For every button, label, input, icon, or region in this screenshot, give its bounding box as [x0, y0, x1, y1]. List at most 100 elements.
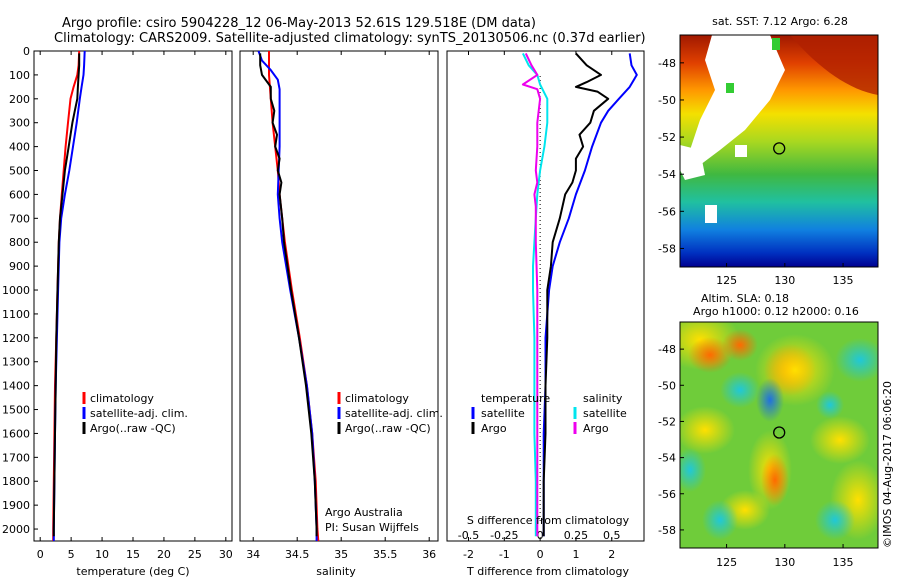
sla-blob [702, 500, 738, 540]
sla-blob [756, 378, 784, 422]
legend-sal-argo-label: Argo [583, 422, 609, 435]
sla-blob [810, 416, 870, 464]
x-tick-label: 34 [246, 548, 260, 561]
s-difference-label: S difference from climatology [467, 514, 630, 527]
map-x-tick-label: 130 [774, 274, 795, 287]
depth-tick-label: 500 [9, 165, 30, 178]
sla-map-title-1: Altim. SLA: 0.18 [701, 292, 789, 305]
depth-tick-label: 0 [23, 45, 30, 58]
temperature-plot-frame [33, 50, 233, 542]
argo-location-marker [773, 142, 786, 155]
depth-tick-label: 200 [9, 93, 30, 106]
map-y-tick-label: -56 [658, 205, 676, 218]
sst-map-axes: 125 130 135 -48 -50 -52 -54 -56 -58 [658, 57, 854, 287]
legend-satellite-label: satellite-adj. clim. [90, 407, 188, 420]
salinity-panel: 34 34.5 35 35.5 36 salinity climatology sate… [239, 50, 443, 578]
legend-satellite-label: satellite-adj. clim. [345, 407, 443, 420]
temperature-x-label: temperature (deg C) [76, 565, 189, 578]
map-y-tick-label: -48 [658, 57, 676, 70]
depth-tick-label: 100 [9, 69, 30, 82]
sla-blob [680, 406, 735, 454]
salinity-series [257, 50, 320, 542]
temperature-panel: 0100200300400500600700800900100011001200… [2, 45, 233, 578]
imos-stamp: ©IMOS 04-Aug-2017 06:06:20 [881, 381, 894, 548]
map-x-tick-label: 125 [716, 274, 737, 287]
sst-missing-patch [705, 205, 717, 223]
sst-missing-patch [735, 145, 747, 157]
map-y-tick-label: -54 [658, 452, 676, 465]
map-x-tick-label: 135 [833, 274, 854, 287]
map-y-tick-label: -58 [658, 242, 676, 255]
sla-blob [688, 337, 732, 373]
argo-location-marker [773, 426, 786, 439]
depth-tick-label: 1600 [2, 427, 30, 440]
map-y-tick-label: -58 [658, 524, 676, 537]
depth-tick-label: 1200 [2, 332, 30, 345]
map-y-tick-label: -50 [658, 379, 676, 392]
difference-panel: -2 -1 0 1 2 -0.5 -0.25 0 0.25 0.5 S difference fr… [446, 50, 645, 578]
map-y-tick-label: -56 [658, 488, 676, 501]
depth-tick-label: 1400 [2, 380, 30, 393]
legend-argo-label: Argo(..raw -QC) [345, 422, 431, 435]
x-tick-label: 25 [188, 548, 202, 561]
legend-sal-satellite-label: satellite [583, 407, 627, 420]
map-y-tick-label: -54 [658, 168, 676, 181]
sst-map-panel: sat. SST: 7.12 Argo: 6.28 125 130 135 -48 -5… [658, 15, 879, 287]
sst-missing-data-2 [680, 145, 705, 180]
depth-tick-label: 1100 [2, 308, 30, 321]
x-tick-label: 0 [537, 548, 544, 561]
salinity-x-axis: 34 34.5 35 35.5 36 [246, 51, 436, 561]
sla-blob [815, 500, 855, 540]
series-line-satellite [52, 50, 86, 541]
sst-field [680, 35, 878, 267]
depth-tick-label: 2000 [2, 523, 30, 536]
x-tick-label: 35 [334, 548, 348, 561]
sla-blob [720, 372, 760, 408]
sst-warm-northeast [790, 35, 878, 95]
map-x-tick-label: 125 [716, 556, 737, 569]
depth-tick-label: 1900 [2, 499, 30, 512]
depth-tick-label: 1700 [2, 451, 30, 464]
map-y-tick-label: -50 [658, 94, 676, 107]
x-tick-label: 0 [37, 548, 44, 561]
x-tick-label: 36 [422, 548, 436, 561]
depth-tick-label: 700 [9, 212, 30, 225]
map-y-tick-label: -52 [658, 131, 676, 144]
depth-tick-label: 400 [9, 141, 30, 154]
difference-series [521, 52, 638, 537]
temperature-x-axis: 0 5 10 15 20 25 30 [37, 51, 233, 561]
sla-blob [761, 454, 789, 506]
series-line-argo [52, 53, 81, 537]
sst-map-frame [679, 34, 879, 268]
s-tick-label: -0.25 [490, 529, 518, 542]
salinity-legend: climatology satellite-adj. clim. Argo(..… [337, 392, 443, 435]
series-line-argo [259, 53, 318, 537]
x-tick-label: -2 [463, 548, 474, 561]
sla-blob [816, 391, 844, 419]
legend-argo-label: Argo(..raw -QC) [90, 422, 176, 435]
series-line-sal_argo [521, 52, 542, 537]
sla-map-axes: 125 130 135 -48 -50 -52 -54 -56 -58 [658, 343, 854, 569]
sst-missing-patch [772, 38, 780, 50]
x-tick-label: 20 [157, 548, 171, 561]
credit-line-2: PI: Susan Wijffels [325, 521, 419, 534]
series-line-satellite [257, 50, 318, 541]
legend-climatology-label: climatology [345, 392, 409, 405]
x-tick-label: 10 [95, 548, 109, 561]
depth-tick-label: 900 [9, 260, 30, 273]
legend-salinity-heading: salinity [583, 392, 623, 405]
sla-map-panel: Altim. SLA: 0.18 Argo h1000: 0.12 h2000:… [658, 292, 879, 569]
x-tick-label: 34.5 [285, 548, 310, 561]
x-tick-label: 5 [68, 548, 75, 561]
x-tick-label: -1 [499, 548, 510, 561]
s-tick-label: -0.5 [458, 529, 479, 542]
temperature-legend: climatology satellite-adj. clim. Argo(..… [82, 392, 188, 435]
title-line-1: Argo profile: csiro 5904228_12 06-May-20… [62, 16, 536, 31]
map-y-tick-label: -48 [658, 343, 676, 356]
sla-map-frame [679, 321, 879, 549]
map-x-tick-label: 135 [833, 556, 854, 569]
map-y-tick-label: -52 [658, 415, 676, 428]
x-tick-label: 15 [126, 548, 140, 561]
x-tick-label: 35.5 [373, 548, 398, 561]
